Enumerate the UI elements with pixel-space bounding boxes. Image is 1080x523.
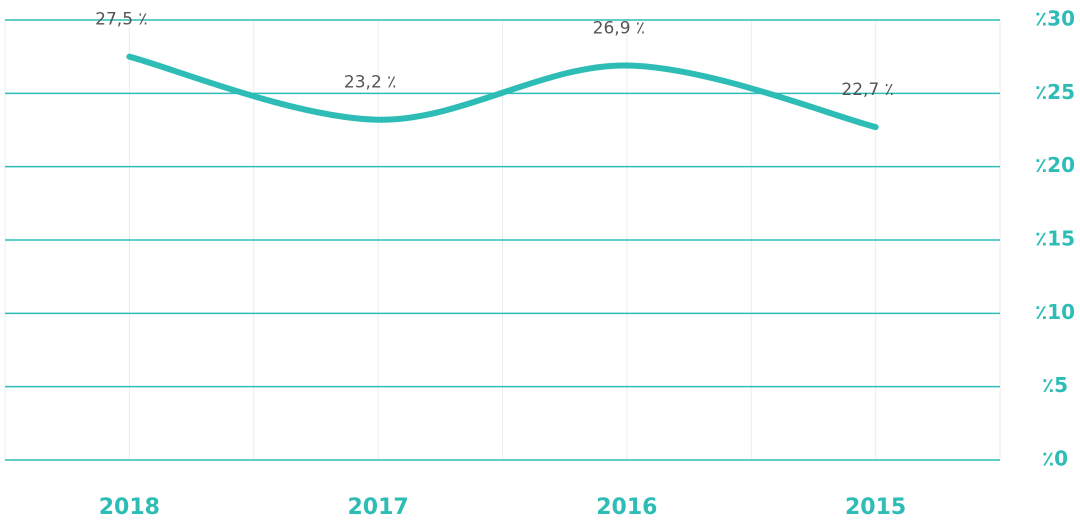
y-tick-label: ٪10 [1035,300,1075,324]
y-tick-label: ٪0 [1042,447,1068,471]
y-tick-label: ٪25 [1035,80,1075,104]
y-tick-label: ٪5 [1042,373,1068,397]
data-label: 23,2 ٪ [344,73,396,93]
data-label: 26,9 ٪ [593,18,645,38]
x-tick-label: 2017 [348,495,409,520]
data-label: 22,7 ٪ [841,80,893,100]
line [126,53,879,131]
y-tick-label: ٪30 [1035,7,1075,31]
x-tick-label: 2015 [845,495,906,520]
x-tick-label: 2016 [596,495,657,520]
data-label: 27,5 ٪ [95,10,147,30]
y-tick-label: ٪20 [1035,153,1075,177]
x-tick-label: 2018 [99,495,160,520]
y-tick-label: ٪15 [1035,227,1075,251]
